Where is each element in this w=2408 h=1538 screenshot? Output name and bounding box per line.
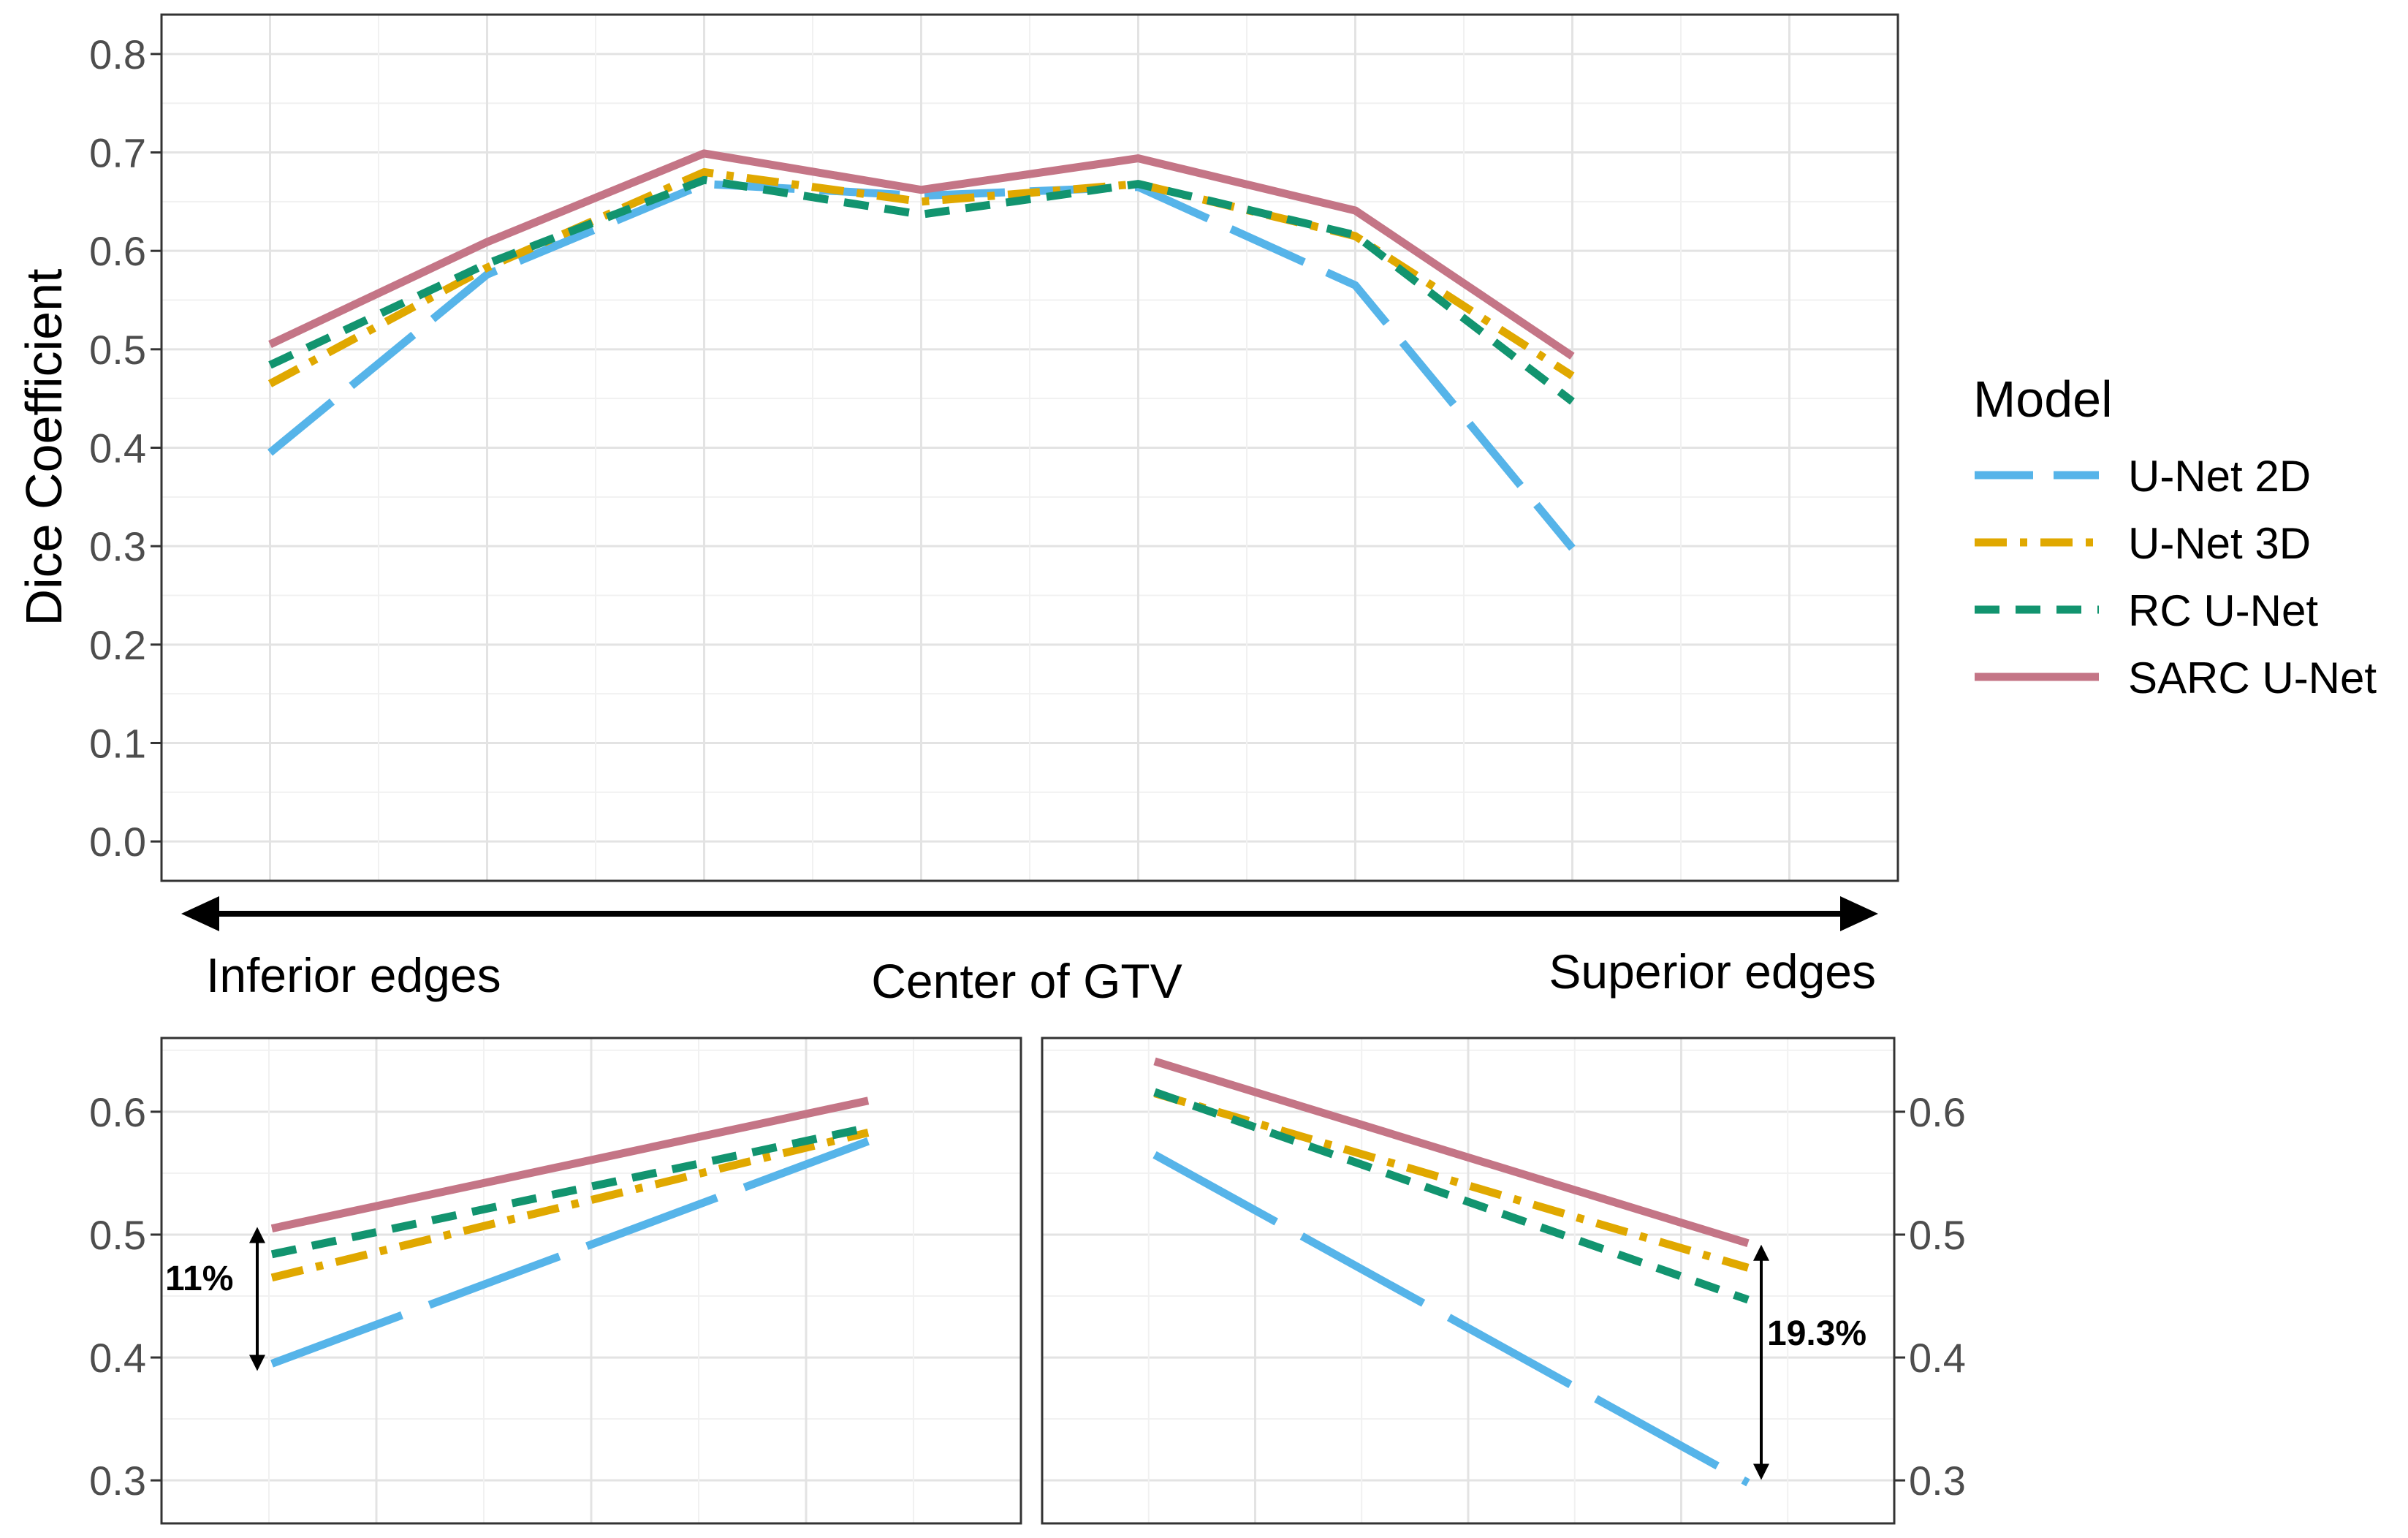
inset-series-line-unet2d <box>270 1137 870 1368</box>
inset-series-line-unet2d <box>1152 1151 1750 1487</box>
inset-series-line-sarcunet <box>270 1096 870 1232</box>
inset-y-tick-label: 0.3 <box>1909 1458 1966 1504</box>
main-grid <box>162 15 1898 881</box>
inset-right-grid <box>1042 1038 1894 1523</box>
center-of-gtv-label: Center of GTV <box>871 954 1182 1008</box>
inset-y-tick-label: 0.3 <box>89 1458 146 1504</box>
y-tick-label: 0.0 <box>89 819 146 865</box>
y-tick-label: 0.6 <box>89 228 146 274</box>
inset-y-tick-label: 0.4 <box>1909 1335 1966 1381</box>
inferior-edges-label: Inferior edges <box>206 948 501 1002</box>
series-line-unet2d <box>267 180 1576 551</box>
inset-left-border <box>160 1037 1022 1525</box>
main-series <box>267 149 1576 551</box>
legend: Model U-Net 2D U-Net 3D RC U-Net SARC U-Net <box>1973 371 2377 702</box>
y-tick-label: 0.2 <box>89 622 146 668</box>
legend-label-unet2d: U-Net 2D <box>2128 452 2311 501</box>
y-axis-label: Dice Coefficient <box>15 269 72 626</box>
legend-label-unet3d: U-Net 3D <box>2128 519 2311 568</box>
inset-right-border <box>1041 1037 1896 1525</box>
inset-left-grid <box>162 1038 1021 1523</box>
inset-series-line-unet3d <box>270 1129 870 1282</box>
gap-arrow-head-bottom <box>249 1355 265 1371</box>
y-tick-label: 0.7 <box>89 130 146 176</box>
inset-right-gap-label: 19.3% <box>1767 1314 1866 1353</box>
inset-series-line-sarcunet <box>1153 1057 1750 1247</box>
legend-label-sarcunet: SARC U-Net <box>2128 654 2377 702</box>
inset-y-tick-label: 0.4 <box>89 1335 146 1381</box>
y-tick-label: 0.1 <box>89 720 146 766</box>
gap-arrow-head-top <box>1753 1244 1769 1261</box>
legend-title: Model <box>1973 371 2113 428</box>
inset-left-gap-arrow <box>249 1227 265 1371</box>
main-y-ticks: 0.0 0.1 0.2 0.3 0.4 0.5 0.6 0.7 0.8 <box>89 31 162 865</box>
inset-series-line-rcunet <box>270 1124 870 1259</box>
gap-arrow-head-bottom <box>1753 1463 1769 1480</box>
inset-right-gap-arrow <box>1753 1244 1769 1480</box>
inset-series-line-unet3d <box>1153 1089 1750 1272</box>
y-tick-label: 0.4 <box>89 425 146 471</box>
gap-arrow-head-top <box>249 1227 265 1243</box>
direction-arrow <box>181 896 1878 931</box>
series-line-sarcunet <box>268 149 1575 360</box>
y-tick-label: 0.5 <box>89 327 146 373</box>
inset-series-line-rcunet <box>1153 1088 1750 1304</box>
y-tick-label: 0.8 <box>89 31 146 77</box>
inset-right-series <box>1152 1057 1750 1487</box>
main-panel-border <box>160 13 1899 882</box>
inset-y-tick-label: 0.6 <box>1909 1089 1966 1135</box>
inset-left-series <box>270 1096 870 1368</box>
inset-y-tick-label: 0.5 <box>89 1212 146 1258</box>
legend-label-rcunet: RC U-Net <box>2128 586 2318 635</box>
inset-y-tick-label: 0.5 <box>1909 1212 1966 1258</box>
inset-left-y-ticks: 0.3 0.4 0.5 0.6 <box>89 1089 162 1504</box>
inset-y-tick-label: 0.6 <box>89 1089 146 1135</box>
superior-edges-label: Superior edges <box>1549 944 1876 999</box>
y-tick-label: 0.3 <box>89 523 146 569</box>
inset-left-gap-label: 11% <box>165 1259 233 1298</box>
series-line-unet3d <box>267 168 1575 387</box>
inset-right-y-ticks: 0.3 0.4 0.5 0.6 <box>1894 1089 1966 1504</box>
